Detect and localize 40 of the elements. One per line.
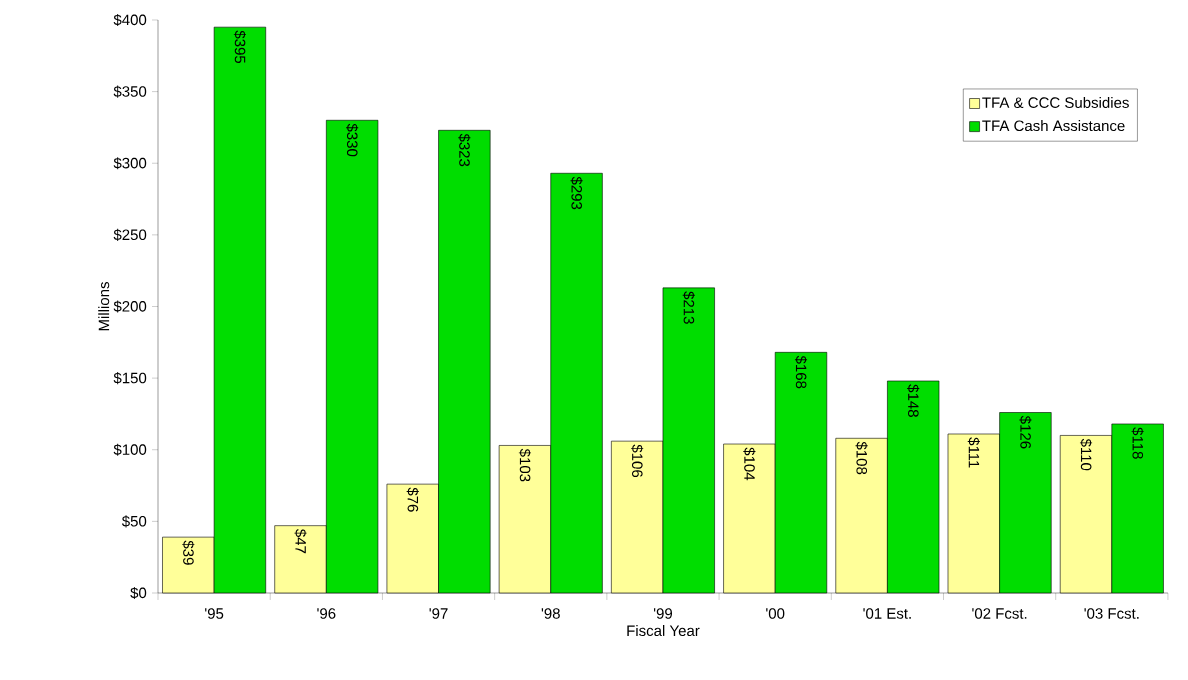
y-axis-title: Millions bbox=[98, 282, 110, 331]
y-tick-label: $350 bbox=[113, 85, 147, 98]
x-tick-label: '98 bbox=[541, 608, 560, 619]
x-tick-label: '96 bbox=[317, 608, 336, 619]
data-label: $148 bbox=[907, 384, 920, 417]
data-label: $111 bbox=[967, 437, 980, 468]
data-label: $76 bbox=[406, 487, 419, 512]
x-tick-label: '03 Fcst. bbox=[1084, 608, 1139, 619]
y-tick-label: $100 bbox=[113, 443, 147, 456]
data-label: $168 bbox=[794, 355, 808, 389]
y-tick-label: $50 bbox=[121, 515, 147, 528]
data-label: $323 bbox=[458, 133, 471, 167]
y-tick-label: $400 bbox=[113, 13, 147, 27]
data-label: $106 bbox=[631, 444, 644, 478]
y-tick-label: $250 bbox=[113, 228, 147, 241]
x-tick-label: '95 bbox=[205, 608, 224, 619]
x-axis-title: Fiscal Year bbox=[627, 625, 700, 637]
data-label: $118 bbox=[1131, 427, 1144, 459]
y-tick-label: $300 bbox=[113, 157, 147, 170]
data-label: $108 bbox=[855, 441, 868, 475]
data-label: $126 bbox=[1019, 415, 1032, 449]
data-label: $110 bbox=[1079, 438, 1093, 471]
x-tick-label: '97 bbox=[429, 608, 448, 619]
data-label: $330 bbox=[346, 123, 359, 157]
data-label: $39 bbox=[182, 540, 195, 565]
y-tick-label: $200 bbox=[113, 300, 147, 313]
x-tick-label: '99 bbox=[653, 608, 673, 619]
data-label: $213 bbox=[682, 291, 695, 324]
y-tick-label: $0 bbox=[130, 586, 147, 600]
data-label: $293 bbox=[570, 176, 583, 210]
x-tick-label: '00 bbox=[766, 608, 785, 619]
legend-label: TFA Cash Assistance bbox=[982, 120, 1125, 132]
x-tick-label: '02 Fcst. bbox=[972, 608, 1027, 619]
data-label: $47 bbox=[294, 529, 307, 554]
x-tick-label: '01 Est. bbox=[863, 608, 911, 619]
data-label: $104 bbox=[743, 447, 756, 481]
legend-label: TFA & CCC Subsidies bbox=[982, 96, 1129, 108]
y-tick-label: $150 bbox=[113, 372, 147, 385]
data-label: $395 bbox=[233, 30, 246, 64]
data-label: $103 bbox=[518, 448, 532, 482]
